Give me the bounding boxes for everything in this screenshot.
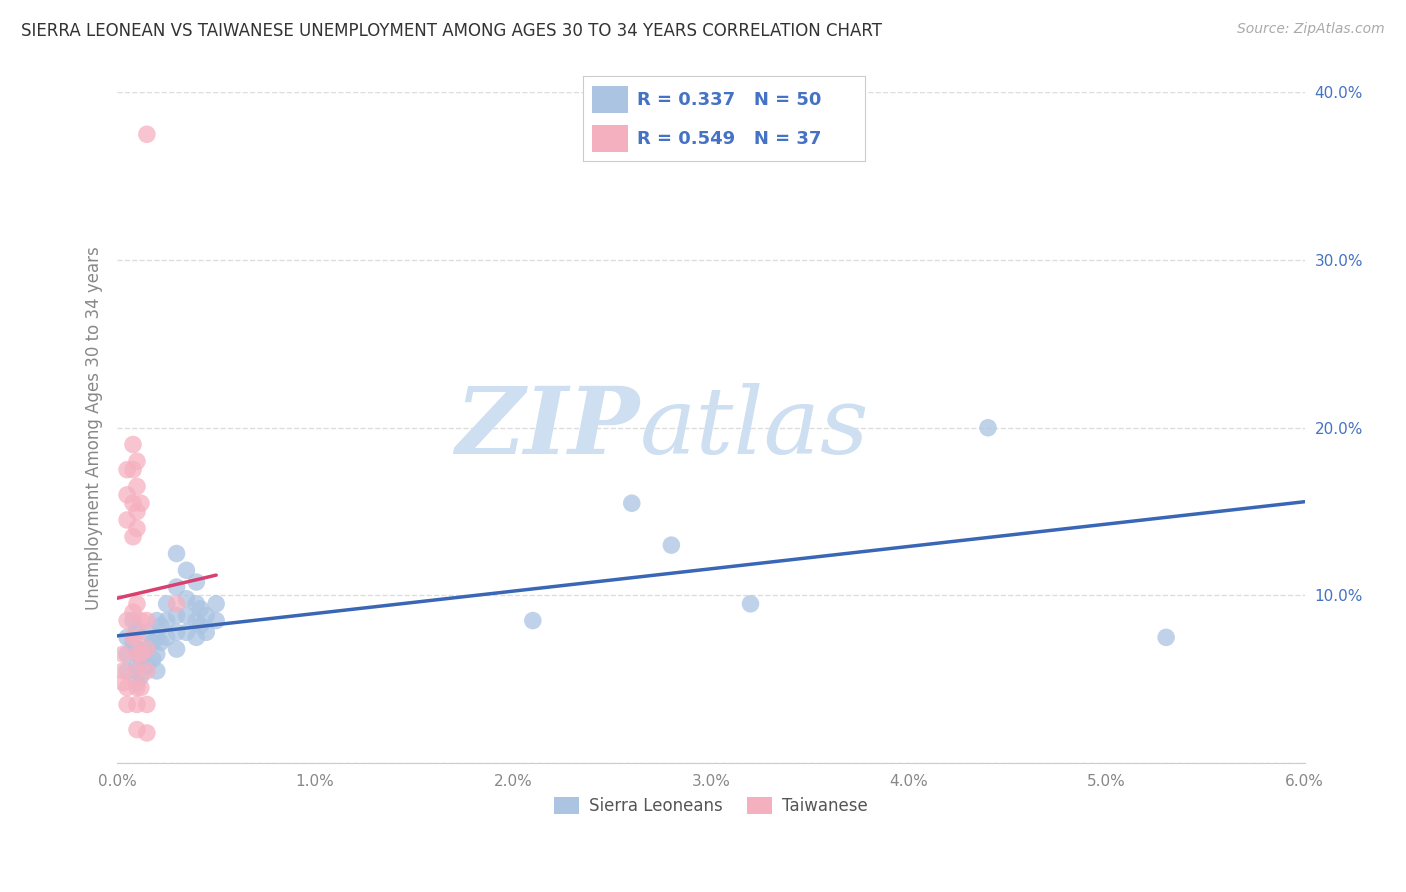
Point: [166, 547, 188, 561]
Point: [146, 614, 169, 628]
Point: [122, 463, 145, 477]
Point: [135, 664, 157, 678]
Point: [146, 631, 169, 645]
Point: [195, 625, 218, 640]
Text: SIERRA LEONEAN VS TAIWANESE UNEMPLOYMENT AMONG AGES 30 TO 34 YEARS CORRELATION C: SIERRA LEONEAN VS TAIWANESE UNEMPLOYMENT…: [21, 22, 882, 40]
Point: [125, 723, 148, 737]
Point: [176, 563, 198, 577]
Point: [125, 642, 148, 657]
Point: [125, 681, 148, 695]
Point: [156, 631, 179, 645]
Point: [122, 496, 145, 510]
Point: [135, 625, 157, 640]
Point: [205, 597, 228, 611]
Point: [135, 658, 157, 673]
Text: atlas: atlas: [640, 383, 869, 473]
Point: [188, 618, 211, 632]
Point: [115, 698, 138, 712]
Point: [156, 614, 179, 628]
Point: [135, 726, 157, 740]
Point: [620, 496, 643, 510]
Point: [135, 128, 157, 142]
Point: [115, 513, 138, 527]
Point: [176, 591, 198, 606]
Point: [1154, 631, 1177, 645]
Point: [122, 605, 145, 619]
Point: [149, 635, 172, 649]
Point: [176, 608, 198, 623]
Point: [186, 614, 208, 628]
Point: [186, 574, 208, 589]
Point: [115, 681, 138, 695]
Point: [156, 597, 179, 611]
Point: [125, 521, 148, 535]
Point: [129, 669, 152, 683]
FancyBboxPatch shape: [592, 86, 628, 113]
Point: [740, 597, 762, 611]
Point: [205, 614, 228, 628]
Point: [522, 614, 544, 628]
Point: [135, 698, 157, 712]
Point: [122, 614, 145, 628]
Point: [142, 635, 165, 649]
Point: [125, 505, 148, 519]
Point: [146, 664, 169, 678]
Point: [112, 664, 135, 678]
Point: [149, 618, 172, 632]
Point: [146, 647, 169, 661]
Point: [125, 664, 148, 678]
Point: [129, 681, 152, 695]
Point: [188, 602, 211, 616]
Point: [125, 622, 148, 636]
Point: [125, 631, 148, 645]
Point: [129, 496, 152, 510]
Point: [659, 538, 682, 552]
Point: [125, 479, 148, 493]
Point: [115, 647, 138, 661]
Point: [186, 597, 208, 611]
Point: [166, 625, 188, 640]
Point: [166, 642, 188, 657]
Point: [125, 675, 148, 690]
Point: [115, 664, 138, 678]
Point: [125, 454, 148, 468]
Point: [122, 437, 145, 451]
Point: [115, 614, 138, 628]
Point: [135, 642, 157, 657]
Point: [166, 580, 188, 594]
Point: [115, 631, 138, 645]
Point: [186, 631, 208, 645]
Point: [129, 614, 152, 628]
Point: [125, 597, 148, 611]
Point: [135, 614, 157, 628]
Point: [135, 642, 157, 657]
Point: [122, 635, 145, 649]
Point: [115, 488, 138, 502]
Point: [112, 675, 135, 690]
Text: R = 0.337   N = 50: R = 0.337 N = 50: [637, 91, 821, 109]
FancyBboxPatch shape: [592, 125, 628, 152]
Text: ZIP: ZIP: [456, 383, 640, 473]
Legend: Sierra Leoneans, Taiwanese: Sierra Leoneans, Taiwanese: [547, 790, 875, 822]
Point: [129, 652, 152, 666]
Text: R = 0.549   N = 37: R = 0.549 N = 37: [637, 129, 821, 147]
Point: [142, 652, 165, 666]
Text: Source: ZipAtlas.com: Source: ZipAtlas.com: [1237, 22, 1385, 37]
Point: [112, 647, 135, 661]
Point: [195, 608, 218, 623]
Point: [129, 647, 152, 661]
Point: [166, 597, 188, 611]
Point: [176, 625, 198, 640]
Point: [125, 698, 148, 712]
Point: [122, 530, 145, 544]
Point: [166, 608, 188, 623]
Point: [977, 421, 1000, 435]
Point: [125, 658, 148, 673]
Point: [125, 647, 148, 661]
Point: [115, 463, 138, 477]
Point: [122, 631, 145, 645]
Y-axis label: Unemployment Among Ages 30 to 34 years: Unemployment Among Ages 30 to 34 years: [86, 246, 103, 609]
